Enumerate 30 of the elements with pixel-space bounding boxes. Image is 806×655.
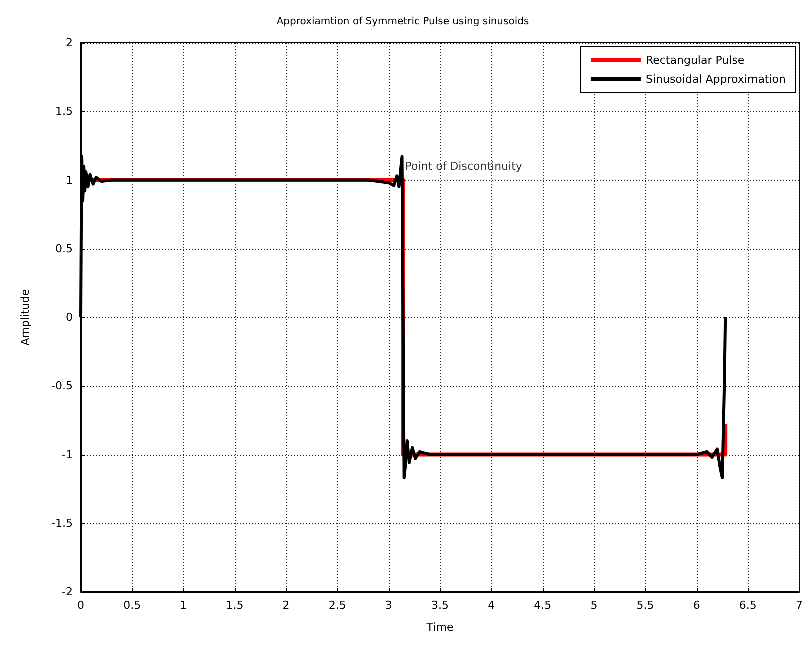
y-tick-label: 2 (66, 36, 73, 50)
x-tick-label: 3 (385, 599, 392, 612)
x-tick-label: 5 (590, 599, 598, 612)
chart-title: Approxiamtion of Symmetric Pulse using sinusoids (276, 16, 530, 28)
x-tick-label: 4 (488, 599, 496, 612)
x-tick-label: 1 (180, 599, 188, 612)
legend-label: Sinusoidal Approximation (646, 73, 786, 86)
annotation: Point of Discontinuity (405, 160, 523, 174)
y-tick-label: -0.5 (52, 380, 73, 393)
x-tick-label: 0.5 (124, 599, 142, 612)
y-tick-label: -1.5 (52, 516, 73, 530)
y-tick-label: 1.5 (56, 105, 73, 118)
y-tick-label: -1 (62, 448, 73, 462)
x-tick-label: 5.5 (636, 599, 654, 612)
x-tick-label: 6.5 (739, 599, 757, 612)
x-tick-label: 2.5 (328, 599, 346, 612)
x-tick-label: 4.5 (534, 599, 552, 612)
x-tick-label: 7 (796, 599, 803, 612)
x-tick-label: 2 (282, 599, 290, 612)
x-tick-label: 6 (693, 599, 700, 612)
y-tick-label: 0.5 (56, 242, 73, 256)
y-axis-title: Amplitude (19, 289, 32, 346)
y-tick-label: 0 (66, 311, 73, 324)
legend-label: Rectangular Pulse (646, 54, 745, 67)
x-tick-label: 3.5 (432, 599, 449, 612)
x-axis-title: Time (426, 621, 454, 634)
y-tick-label: -2 (62, 586, 73, 598)
x-tick-label: 1.5 (226, 599, 244, 612)
y-tick-label: 1 (66, 174, 73, 187)
x-tick-label: 0 (78, 599, 84, 612)
